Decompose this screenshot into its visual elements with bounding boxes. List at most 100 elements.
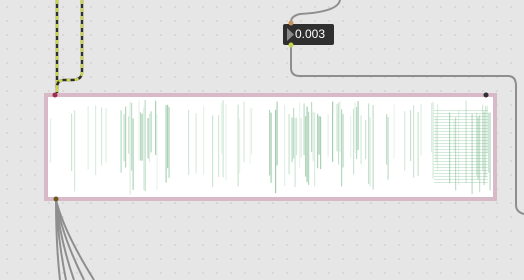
spectrogram-streak xyxy=(358,101,359,150)
spectrogram-streak xyxy=(370,117,371,186)
spectrogram-streak xyxy=(130,102,131,195)
spectrogram-streak xyxy=(271,113,272,183)
spectrogram-band xyxy=(434,113,488,114)
spectrogram-streak xyxy=(340,101,341,152)
spectrogram-streak xyxy=(131,103,132,171)
spectrogram-streak xyxy=(244,102,245,163)
spectrogram-band xyxy=(434,110,488,111)
spectrogram-streak xyxy=(250,108,251,164)
spectrogram-streak xyxy=(433,102,434,179)
spectrogram-band xyxy=(434,167,488,168)
spectrogram-streak xyxy=(332,102,333,162)
spectrogram-streak xyxy=(221,103,222,154)
spectrogram-streak xyxy=(317,114,318,168)
spectrogram-streak xyxy=(143,107,144,190)
spectrogram-band xyxy=(434,146,488,147)
spectrogram-streak xyxy=(133,118,134,189)
spectrogram-streak xyxy=(337,104,338,151)
spectrogram-streak xyxy=(343,114,344,167)
spectrogram-streak xyxy=(223,100,224,177)
spectrogram-streak xyxy=(145,100,146,191)
spectrogram-streak xyxy=(410,110,411,161)
spectrogram-streak xyxy=(413,105,414,178)
inlet[interactable] xyxy=(289,21,294,26)
spectrogram-band xyxy=(434,161,488,162)
number-box[interactable]: 0.003 xyxy=(283,21,334,48)
spectrogram-band xyxy=(434,182,488,183)
spectrogram-streak xyxy=(251,108,252,154)
spectrogram-streak xyxy=(299,103,300,168)
spectrogram-streak xyxy=(295,118,296,187)
spectrogram-streak xyxy=(50,118,51,163)
spectrogram-streak xyxy=(308,112,309,185)
spectrogram-band xyxy=(434,158,488,159)
spectrogram-streak xyxy=(449,112,450,183)
spectrogram-streak xyxy=(95,105,96,175)
spectrogram-streak xyxy=(167,105,168,169)
spectrogram-streak xyxy=(368,103,369,184)
spectrogram-streak xyxy=(218,115,219,177)
spectrogram-streak xyxy=(238,105,239,187)
spectrogram-band xyxy=(434,164,488,165)
number-box-value: 0.003 xyxy=(295,27,325,41)
spectrogram-streak xyxy=(319,116,320,155)
spectrogram-streak xyxy=(488,113,489,173)
spectrogram-streak xyxy=(355,102,356,153)
spectrogram-streak xyxy=(277,102,278,166)
spectrogram-streak xyxy=(311,102,312,152)
spectrogram-streak xyxy=(386,114,387,164)
spectrogram-streak xyxy=(155,101,156,155)
spectrogram-band xyxy=(434,173,488,174)
spectrogram-band xyxy=(434,143,488,144)
spectrogram-streak xyxy=(314,113,315,187)
spectrogram-streak xyxy=(313,112,314,162)
spectrogram-streak xyxy=(365,120,366,159)
spectrogram-streak xyxy=(196,113,197,173)
spectrogram-streak xyxy=(307,107,308,183)
spectrogram-streak xyxy=(151,111,152,152)
spectrogram-streak xyxy=(140,112,141,160)
spectrogram-streak xyxy=(301,118,302,158)
spectrogram-band xyxy=(434,140,488,141)
spectrogram-streak xyxy=(289,114,290,174)
spectrogram-streak xyxy=(373,105,374,190)
spectrogram-streak xyxy=(188,110,189,175)
spectrogram-streak xyxy=(431,103,432,152)
spectrogram-streak xyxy=(149,114,150,162)
spectrogram-band xyxy=(434,125,488,126)
inlet[interactable] xyxy=(53,93,58,98)
spectrogram-band xyxy=(434,122,488,123)
spectrogram-streak xyxy=(101,107,102,165)
spectrogram-streak xyxy=(296,118,297,156)
spectrogram-streak xyxy=(404,111,405,170)
spectrogram-streak xyxy=(328,114,329,157)
spectrogram-streak xyxy=(388,117,389,180)
spectrogram-streak xyxy=(71,114,72,171)
spectrogram-streak xyxy=(226,104,227,180)
spectrogram-band xyxy=(434,116,488,117)
spectrogram-streak xyxy=(418,112,419,176)
spectrogram-band xyxy=(434,134,488,135)
spectrogram-streak xyxy=(292,117,293,162)
spectrogram-band xyxy=(434,170,488,171)
spectrogram-streak xyxy=(269,110,270,176)
spectrogram-streak xyxy=(74,110,75,191)
spectrogram-streak xyxy=(203,106,204,174)
spectrogram-band xyxy=(434,176,488,177)
spectrogram-streak xyxy=(490,112,491,190)
outlet[interactable] xyxy=(289,43,294,48)
spectrogram-object[interactable] xyxy=(44,93,497,202)
outlet[interactable] xyxy=(54,197,59,202)
inlet[interactable] xyxy=(484,93,489,98)
spectrogram-streak xyxy=(338,103,339,165)
spectrogram-band xyxy=(434,152,488,153)
spectrogram-streak xyxy=(169,107,170,178)
spectrogram-streak xyxy=(361,115,362,164)
spectrogram-streak xyxy=(142,114,143,161)
spectrogram-streak xyxy=(88,106,89,169)
patcher-canvas: 0.003 xyxy=(0,0,524,280)
spectrogram-streak xyxy=(479,115,480,192)
spectrogram-band xyxy=(434,149,488,150)
spectrogram-streak xyxy=(124,114,125,161)
spectrogram-streak xyxy=(421,104,422,155)
